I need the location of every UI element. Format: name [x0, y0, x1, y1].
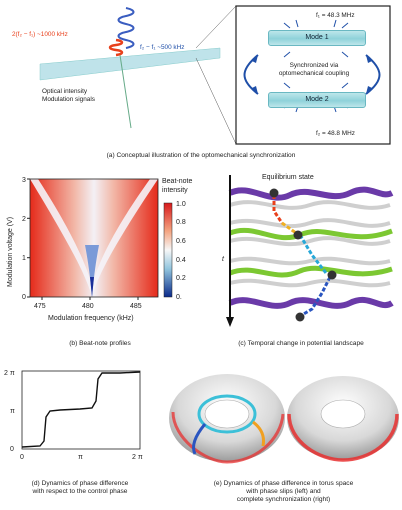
- heatmap-frame: [29, 178, 159, 298]
- mode-1-box: Mode 1: [268, 30, 366, 46]
- time-label: t: [222, 256, 225, 263]
- signal-line: [119, 54, 132, 129]
- f2-label: f₂ = 48.8 MHz: [316, 130, 355, 137]
- torus-left-multicolor-path: [191, 423, 207, 455]
- trajectory-blue: [301, 276, 332, 317]
- caption-e-1: (e) Dynamics of phase difference in toru…: [213, 480, 354, 487]
- modes-box: [235, 5, 391, 145]
- phase-xtick-0: 0: [20, 454, 24, 461]
- torus-right-red-rim: [287, 413, 399, 462]
- left-sync-arrow: [243, 54, 259, 95]
- caption-e-2: with phase slips (left) and: [246, 488, 321, 495]
- optical-beam: [39, 47, 221, 81]
- caption-b: (b) Beat-note profiles: [69, 340, 131, 347]
- left-sync-arrowhead: [252, 86, 258, 94]
- xtick-480: 480: [82, 303, 94, 310]
- heatmap-v-region: [30, 179, 158, 297]
- grey-ribbons: [229, 200, 391, 288]
- phase-yticks: 0 π 2 π: [4, 370, 15, 453]
- time-arrowhead: [226, 317, 234, 327]
- heatmap-yticks: 0 1 2 3: [22, 177, 30, 301]
- phase-ytick-0: 0: [10, 446, 14, 453]
- purple-bottom-landscape: [228, 296, 394, 309]
- phase-plot-frame: [21, 370, 141, 450]
- left-sync-arrowhead-top: [252, 55, 258, 63]
- caption-a: (a) Conceptual illustration of the optom…: [106, 152, 296, 159]
- green-landscape-2: [229, 265, 393, 278]
- ytick-2: 2: [22, 216, 26, 223]
- torus-left-cyan-loop: [197, 394, 257, 434]
- heatmap-ylabel: Modulation voltage (V): [7, 217, 14, 287]
- trajectory-cyan: [298, 234, 328, 274]
- heatmap-xticks: 475 480 485: [34, 297, 142, 310]
- torus-illustrations: [169, 374, 399, 464]
- state-ball-2: [293, 230, 303, 240]
- optical-label-line2: Modulation signals: [42, 96, 95, 103]
- cb-tick-06: 0.6: [176, 238, 186, 245]
- cb-tick-0: 0.: [176, 294, 182, 301]
- equilibrium-label: Equilibrium state: [262, 174, 314, 181]
- ytick-3: 3: [22, 177, 26, 184]
- trajectory-yellow: [281, 221, 297, 235]
- phase-xtick-2pi: 2 π: [132, 454, 143, 461]
- right-sync-arrowhead: [366, 86, 372, 94]
- state-ball-4: [295, 312, 305, 322]
- potential-landscape: t Equilibrium state: [222, 174, 394, 327]
- torus-left-orange-path: [252, 420, 265, 447]
- red-signal-icon: [108, 38, 124, 57]
- state-ball-3: [327, 270, 337, 280]
- colorbar-title-2: intensity: [162, 187, 188, 194]
- caption-d-2: with respect to the control phase: [32, 488, 128, 495]
- right-sync-arrow: [365, 54, 381, 95]
- heatmap-xlabel: Modulation frequency (kHz): [48, 315, 134, 322]
- cb-tick-02: 0.2: [176, 275, 186, 282]
- trajectory-red: [272, 195, 284, 224]
- f1-label: f₁ = 48.3 MHz: [316, 12, 355, 19]
- caption-d-1: (d) Dynamics of phase difference: [31, 480, 129, 487]
- phase-xtick-pi: π: [78, 454, 83, 461]
- right-sync-arrowhead-top: [366, 55, 372, 63]
- purple-top-landscape: [228, 186, 394, 201]
- cb-tick-1: 1.0: [176, 201, 186, 208]
- green-landscape-1: [229, 227, 393, 241]
- colorbar: [163, 202, 173, 298]
- phase-curve: [21, 371, 141, 448]
- sync-line2: optomechanical coupling: [278, 70, 350, 77]
- vibration-arrows: [283, 19, 349, 113]
- state-ball-1: [269, 188, 279, 198]
- torus-left-rim-red: [171, 411, 285, 464]
- mode-2-box: Mode 2: [268, 92, 366, 108]
- ytick-0: 0: [22, 294, 26, 301]
- zoom-line-top: [195, 5, 237, 49]
- beat-label: f₂ − f₁ ~500 kHz: [140, 44, 185, 51]
- phase-ytick-2pi: 2 π: [4, 370, 15, 377]
- blue-signal-icon: [117, 7, 135, 49]
- xtick-475: 475: [34, 303, 46, 310]
- ytick-1: 1: [22, 255, 26, 262]
- phase-xticks: 0 π 2 π: [20, 454, 143, 461]
- beatnote-heatmap: 0 1 2 3 475 480 485 Modulation frequency…: [7, 177, 192, 322]
- heatmap-core: [85, 245, 99, 297]
- heatmap-core-dark: [90, 277, 94, 297]
- caption-c: (c) Temporal change in potential landsca…: [238, 340, 364, 347]
- zoom-line-bottom: [195, 57, 237, 145]
- sideband-label: 2(f₂ − f₁) ~1000 kHz: [12, 31, 68, 38]
- torus-right-hole: [320, 399, 366, 429]
- cb-tick-04: 0.4: [176, 257, 186, 264]
- colorbar-title-1: Beat-note: [162, 178, 192, 185]
- phase-difference-plot: 0 π 2 π 0 π 2 π: [4, 370, 143, 461]
- sync-line1: Synchronized via: [289, 62, 339, 69]
- phase-ytick-pi: π: [10, 408, 15, 415]
- xtick-485: 485: [130, 303, 142, 310]
- caption-e-3: complete synchronization (right): [236, 496, 331, 503]
- panel-a-illustration: [39, 5, 391, 145]
- optical-label-line1: Optical intensity: [42, 88, 88, 95]
- cb-tick-08: 0.8: [176, 219, 186, 226]
- torus-left-hole: [204, 399, 250, 429]
